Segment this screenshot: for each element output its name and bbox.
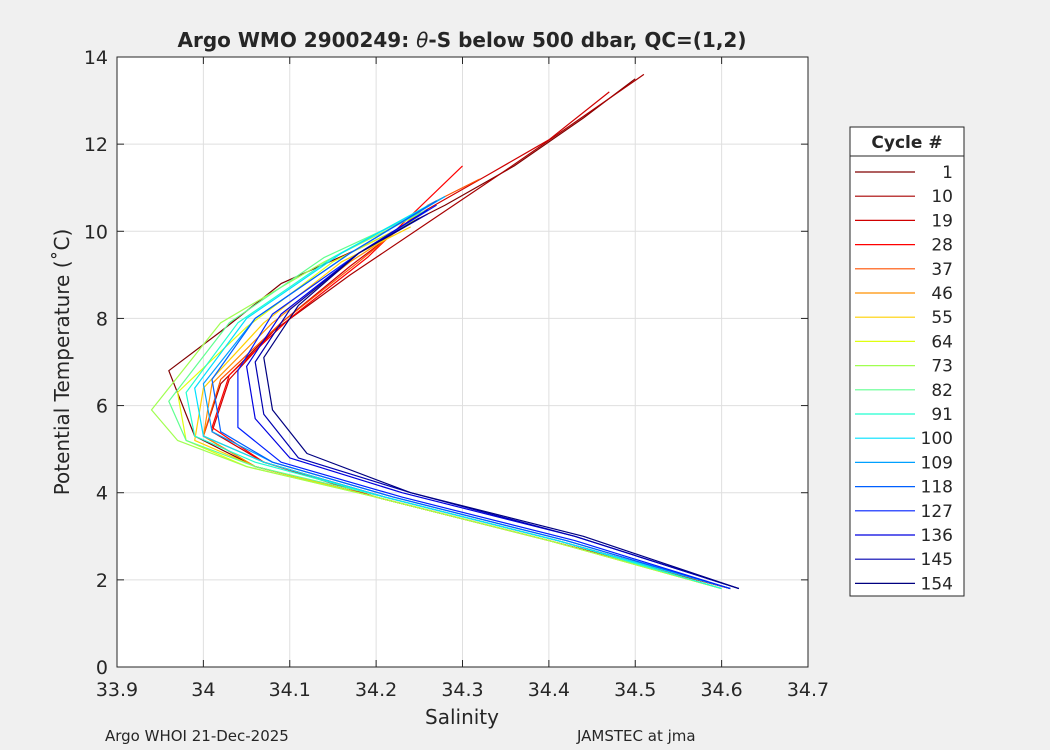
- legend-label: 118: [921, 478, 953, 498]
- legend-label: 37: [931, 260, 953, 280]
- legend: Cycle # 1 10 19 28 37 46 55 64 73 82 91 100 109 118 12…: [849, 126, 965, 597]
- axis-ticks: 33.9 34 34.1 34.2 34.3 34.4 34.5 34.6 34.7 0 2 4 6 8 1…: [84, 47, 829, 701]
- legend-label: 109: [921, 453, 953, 473]
- legend-label: 100: [921, 429, 953, 449]
- footer-right: JAMSTEC at jma: [576, 727, 696, 745]
- series-line-cycle-154: [263, 217, 740, 590]
- x-tick-label: 34.5: [614, 679, 656, 701]
- y-tick-label: 8: [96, 308, 108, 330]
- y-tick-label: 6: [96, 396, 108, 418]
- y-tick-label: 4: [96, 483, 108, 505]
- y-tick-label: 0: [96, 657, 108, 679]
- x-axis-label: Salinity: [425, 705, 499, 729]
- legend-label: 73: [931, 357, 953, 377]
- y-tick-label: 10: [84, 221, 108, 243]
- chart-title: Argo WMO 2900249: θ-S below 500 dbar, QC…: [178, 28, 747, 52]
- series-line-cycle-100: [194, 195, 731, 590]
- legend-label: 19: [931, 211, 953, 231]
- x-tick-label: 34.6: [700, 679, 742, 701]
- legend-label: 46: [931, 284, 953, 304]
- legend-label: 55: [931, 308, 953, 328]
- legend-label: 127: [921, 502, 953, 522]
- legend-entries: 1 10 19 28 37 46 55 64 73 82 91 100 109 118 127 136 145 1…: [855, 163, 953, 594]
- x-tick-label: 34.3: [441, 679, 483, 701]
- legend-label: 82: [931, 381, 953, 401]
- x-tick-label: 34.4: [528, 679, 570, 701]
- legend-label: 91: [931, 405, 953, 425]
- legend-label: 64: [931, 332, 953, 352]
- y-tick-label: 12: [84, 134, 108, 156]
- legend-box: [849, 126, 965, 597]
- series-line-cycle-136: [246, 208, 740, 590]
- x-tick-label: 34.1: [269, 679, 311, 701]
- legend-label: 28: [931, 236, 953, 256]
- legend-label: 136: [921, 526, 953, 546]
- x-tick-label: 34.7: [787, 679, 829, 701]
- legend-title: Cycle #: [871, 133, 942, 153]
- legend-label: 154: [921, 574, 953, 594]
- footer-left: Argo WHOI 21-Dec-2025: [105, 727, 289, 745]
- series-line-cycle-145: [254, 213, 740, 590]
- y-tick-label: 2: [96, 570, 108, 592]
- series-line-cycle-73: [150, 213, 722, 590]
- series-line-cycle-118: [211, 200, 731, 590]
- x-tick-label: 34.2: [355, 679, 397, 701]
- y-tick-label: 14: [84, 47, 108, 69]
- x-tick-label: 34: [191, 679, 215, 701]
- y-axis-label: Potential Temperature (˚C): [50, 229, 74, 496]
- series-layer: [150, 73, 740, 590]
- x-tick-label: 33.9: [96, 679, 138, 701]
- legend-label: 1: [942, 163, 953, 183]
- series-line-cycle-127: [237, 204, 731, 590]
- legend-label: 10: [931, 187, 953, 207]
- legend-label: 145: [921, 550, 953, 570]
